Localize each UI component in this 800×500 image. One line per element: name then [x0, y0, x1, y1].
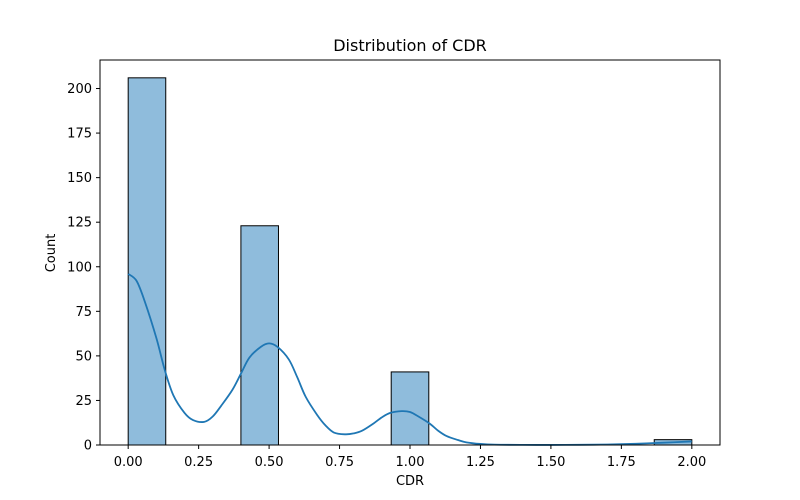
y-tick-label: 50 [75, 349, 92, 364]
y-tick-label: 100 [67, 260, 92, 275]
histogram-bar [390, 371, 430, 446]
x-tick-label: 1.50 [536, 455, 565, 470]
y-tick-label: 150 [67, 171, 92, 186]
chart-title: Distribution of CDR [333, 36, 487, 55]
histogram-bar [127, 77, 167, 446]
x-tick-label: 1.00 [396, 455, 425, 470]
x-tick-label: 0.25 [184, 455, 213, 470]
x-tick-label: 1.25 [466, 455, 495, 470]
x-axis: 0.00 0.25 0.50 0.75 1.00 1.25 1.50 1.75 2.00 [114, 445, 706, 470]
x-tick-label: 2.00 [677, 455, 706, 470]
y-axis: 0 25 50 75 100 125 150 175 200 [67, 82, 100, 454]
x-tick-label: 0.50 [255, 455, 284, 470]
y-tick-label: 200 [67, 82, 92, 97]
kde-layer [127, 273, 692, 446]
histogram-bar [240, 225, 279, 446]
y-tick-label: 175 [67, 127, 92, 142]
y-tick-label: 125 [67, 216, 92, 231]
y-tick-label: 75 [75, 305, 92, 320]
bars-layer [127, 77, 693, 446]
x-tick-label: 1.75 [607, 455, 636, 470]
x-axis-title: CDR [396, 474, 424, 489]
x-tick-label: 0.00 [114, 455, 143, 470]
y-axis-title: Count [44, 234, 59, 273]
kde-line [127, 273, 692, 446]
y-tick-label: 0 [84, 439, 92, 454]
y-tick-label: 25 [75, 394, 92, 409]
x-tick-label: 0.75 [325, 455, 354, 470]
